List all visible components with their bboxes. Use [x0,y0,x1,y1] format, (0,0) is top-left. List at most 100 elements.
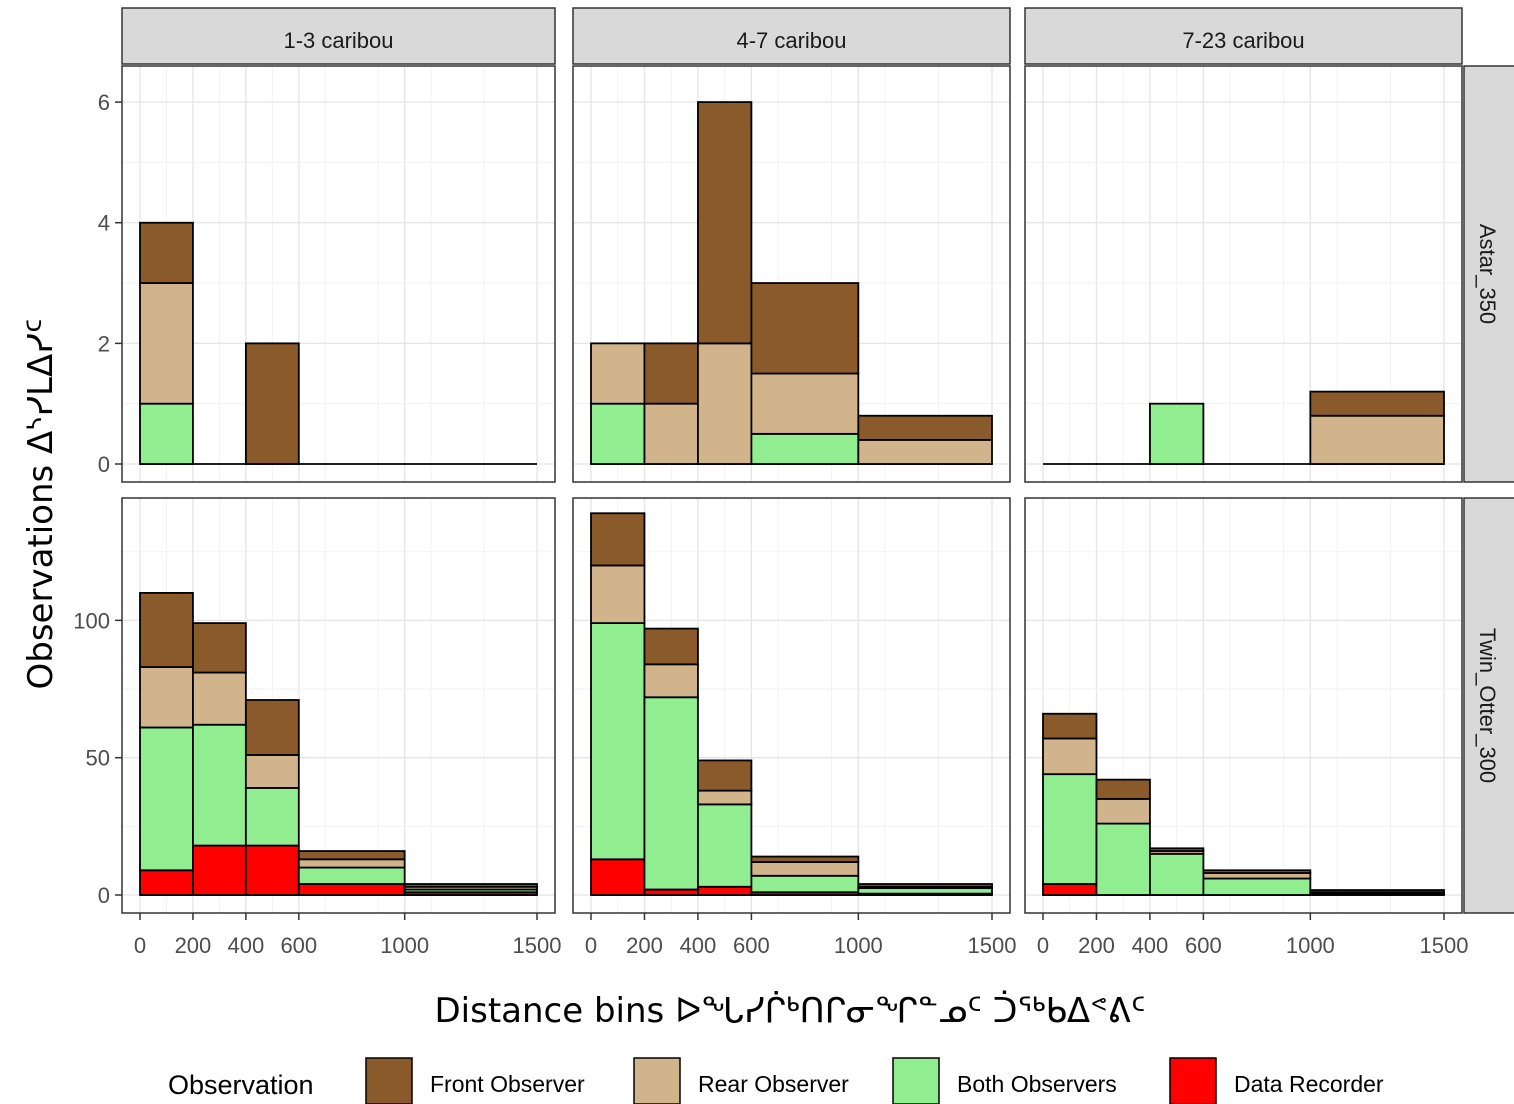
x-tick-label: 400 [680,933,717,958]
bar-segment-both-observers [697,803,753,888]
bar-segment-front-observer [139,591,194,668]
y-axis-title: Observations ᐃᔅᓯᒪᐃᓯᑦ [21,318,61,689]
bar-segment-front-observer [1095,778,1151,800]
bar-segment-both-observers [192,723,247,847]
panel-0-2 [1025,66,1462,482]
bar-segment-front-observer [1149,847,1205,852]
column-strip-label: 1-3 caribou [283,28,393,53]
bar-segment-front-observer [857,414,993,441]
bar-segment-front-observer [297,850,406,861]
y-tick-label: 0 [98,883,110,908]
bar-segment-data-recorder [297,883,406,896]
bar-segment-front-observer [643,627,699,666]
bars-panel-1-0 [139,591,538,896]
panel-border [572,65,1011,483]
legend-label: Front Observer [430,1071,585,1097]
bar-segment-front-observer [643,342,699,405]
bar-segment-rear-observer [590,342,646,405]
bar-segment-front-observer [750,282,860,375]
x-tick-label: 1500 [513,933,562,958]
x-tick-label: 0 [134,933,146,958]
panel-border [1024,497,1463,914]
bar-segment-front-observer [750,855,860,863]
row-strip-label: Twin_Otter_300 [1475,628,1500,783]
bar-segment-both-observers [139,402,194,465]
legend-title: Observation [168,1070,314,1100]
bar-segment-front-observer [1042,712,1098,740]
x-tick-label: 600 [733,933,770,958]
x-tick-label: 1500 [1420,933,1469,958]
bar-segment-rear-observer [139,282,194,405]
bar-segment-both-observers [590,402,646,465]
bar-segment-front-observer [1309,390,1445,417]
bar-segment-front-observer [403,883,538,888]
bar-segment-rear-observer [643,663,699,699]
legend-key-rear-observer [633,1057,681,1104]
x-tick-label: 0 [585,933,597,958]
bars-panel-0-0 [139,221,537,465]
row-strip [1463,65,1514,483]
panel-border [121,497,556,914]
bar-segment-rear-observer [192,671,247,726]
bar-segment-rear-observer [750,861,860,877]
bar-segment-rear-observer [697,789,753,806]
bar-segment-rear-observer [697,342,753,465]
legend-key-front-observer [365,1057,413,1104]
bars-panel-1-2 [1042,712,1445,896]
y-tick-label: 100 [73,608,110,633]
x-tick-label: 1500 [968,933,1017,958]
x-tick-label: 600 [1185,933,1222,958]
bar-segment-data-recorder [244,844,300,896]
bar-segment-both-observers [1202,877,1312,896]
bar-segment-both-observers [643,696,699,891]
column-strip [121,7,556,65]
x-tick-label: 200 [626,933,663,958]
bar-segment-front-observer [192,622,247,674]
bar-segment-rear-observer [750,372,860,435]
bar-segment-both-observers [750,432,860,465]
panel-border [572,497,1011,914]
bar-segment-front-observer [857,883,993,888]
bar-segment-data-recorder [590,858,646,896]
x-tick-label: 1000 [1286,933,1335,958]
x-tick-label: 1000 [380,933,429,958]
bar-segment-front-observer [139,221,194,284]
bar-segment-front-observer [244,699,300,756]
bar-segment-rear-observer [1042,737,1098,776]
bar-segment-front-observer [697,759,753,792]
column-strip [572,7,1011,65]
y-tick-label: 50 [86,746,110,771]
legend-label: Data Recorder [1234,1071,1384,1097]
bar-segment-data-recorder [697,885,753,896]
bar-segment-both-observers [1149,852,1205,896]
bar-segment-both-observers [1149,402,1205,465]
x-tick-label: 600 [280,933,317,958]
bar-segment-rear-observer [857,438,993,465]
panel-border [1024,65,1463,483]
bars-panel-1-1 [590,512,993,896]
legend: Observation Front Observer Rear Observer B… [168,1057,1384,1104]
panel-0-0 [122,66,555,482]
row-strip-label: Astar_350 [1475,224,1500,324]
bar-segment-rear-observer [1095,797,1151,825]
bar-segment-both-observers [244,786,300,847]
panel-background [122,66,555,482]
y-tick-label: 0 [98,452,110,477]
bar-segment-front-observer [244,342,300,465]
bar-segment-data-recorder [192,844,247,896]
bar-segment-both-observers [1095,822,1151,896]
column-strip-label: 7-23 caribou [1182,28,1304,53]
bar-segment-data-recorder [139,869,194,896]
bars-panel-0-1 [590,101,993,465]
bar-segment-rear-observer [643,402,699,465]
y-tick-label: 6 [98,90,110,115]
x-tick-label: 1000 [834,933,883,958]
legend-key-data-recorder [1169,1057,1217,1104]
x-tick-label: 400 [1132,933,1169,958]
bar-segment-both-observers [139,726,194,872]
x-axis-title: Distance bins ᐅᖓᓯᒌᒃᑎᒋᓂᖏᓐᓄᑦ ᑑᖅᑲᐃᕝᕕᑦ [435,991,1146,1031]
x-tick-label: 0 [1037,933,1049,958]
y-tick-label: 4 [98,211,110,236]
bar-segment-both-observers [297,866,406,885]
